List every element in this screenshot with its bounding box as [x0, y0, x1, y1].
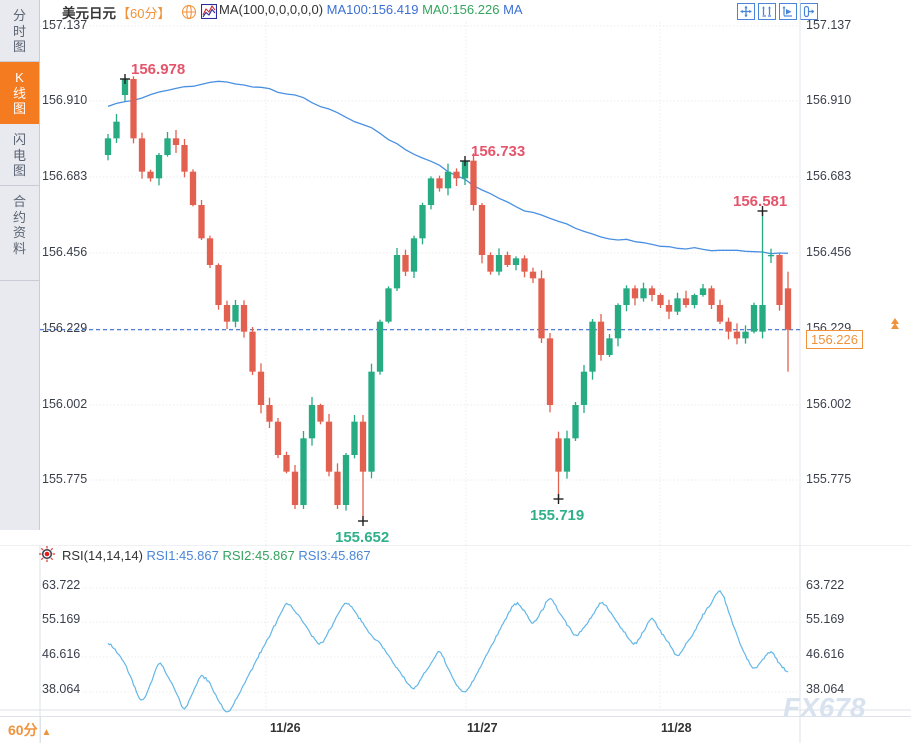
svg-text:155.719: 155.719	[530, 507, 584, 524]
svg-text:156.733: 156.733	[471, 143, 525, 160]
svg-text:156.978: 156.978	[131, 61, 185, 78]
svg-text:156.581: 156.581	[733, 193, 787, 210]
svg-text:155.652: 155.652	[335, 529, 389, 545]
